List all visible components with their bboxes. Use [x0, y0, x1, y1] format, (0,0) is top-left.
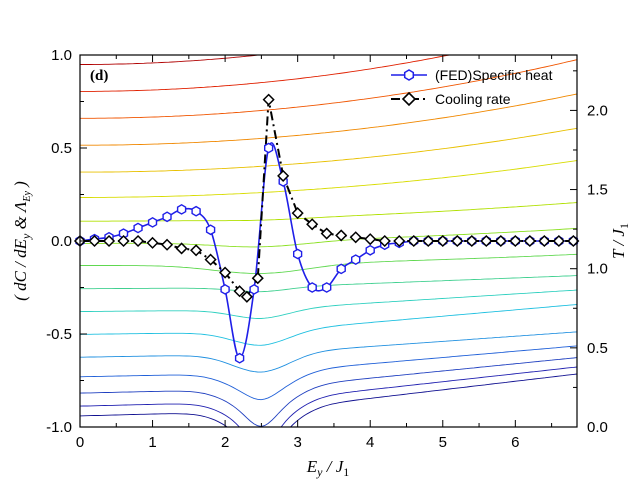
- isotherm-line: [80, 160, 577, 198]
- isotherm-line: [80, 202, 577, 222]
- cooling-rate-point: [335, 229, 348, 242]
- isotherm-line: [80, 59, 577, 119]
- isotherm-line: [80, 289, 577, 319]
- cooling-rate-point: [117, 234, 130, 248]
- y-axis-title: ( dC / dEy & ΛEy ): [11, 181, 33, 301]
- cooling-rate-point: [364, 233, 377, 246]
- isotherm-line: [80, 127, 577, 173]
- x-tick-label: 6: [511, 434, 519, 451]
- cooling-rate-point: [277, 169, 290, 182]
- cooling-rate-point: [233, 285, 246, 298]
- specific-heat-point: [176, 203, 187, 215]
- isotherm-line: [80, 55, 264, 65]
- cooling-rate-point: [393, 234, 406, 248]
- cooling-rate-point: [204, 253, 217, 266]
- isotherm-line: [80, 366, 577, 427]
- specific-heat-point: [234, 352, 245, 364]
- specific-heat-point: [365, 244, 375, 256]
- x-tick-label: 5: [439, 434, 447, 451]
- marker-layer: [73, 93, 580, 364]
- cooling-rate-point: [436, 234, 449, 248]
- y2-axis-title: T / J1: [609, 223, 631, 259]
- cooling-rate-point: [161, 238, 174, 251]
- x-tick-label: 2: [221, 434, 229, 451]
- cooling-rate-point: [240, 290, 253, 303]
- specific-heat-point: [133, 222, 143, 234]
- y2-tick-label: 1.0: [587, 261, 608, 278]
- cooling-rate-point: [407, 234, 420, 248]
- cooling-rate-point: [451, 234, 464, 248]
- specific-heat-point: [264, 142, 274, 154]
- isotherm-line: [80, 331, 577, 373]
- specific-heat-point: [162, 211, 172, 223]
- cooling-rate-point: [320, 227, 333, 240]
- specific-heat-point: [191, 205, 201, 217]
- cooling-rate-point: [422, 234, 435, 248]
- isotherm-line: [80, 357, 577, 427]
- isotherm-layer: [80, 55, 577, 427]
- cooling-rate-point: [349, 231, 362, 244]
- cooling-rate-point: [102, 234, 116, 248]
- cooling-rate-point: [146, 236, 159, 249]
- cooling-rate-point: [538, 234, 551, 248]
- legend-label-specific-heat: (FED)Specific heat: [435, 67, 553, 83]
- specific-heat-point: [336, 263, 346, 275]
- x-axis-title: Ey / J1: [306, 457, 350, 479]
- specific-heat-point: [307, 282, 317, 293]
- cooling-rate-point: [190, 244, 203, 257]
- y-tick-label: 0.0: [51, 233, 72, 250]
- cooling-rate-point: [480, 234, 493, 248]
- isotherm-line: [80, 304, 577, 346]
- y2-tick-label: 2.0: [587, 102, 608, 119]
- cooling-rate-point: [251, 272, 264, 285]
- cooling-rate-point: [378, 234, 391, 248]
- isotherm-line: [80, 93, 577, 146]
- cooling-rate-point: [552, 234, 565, 248]
- y2-tick-label: 0.5: [587, 340, 608, 357]
- cooling-rate-point: [131, 234, 145, 248]
- legend-marker-cooling-rate: [401, 91, 417, 107]
- y2-tick-label: 0.0: [587, 419, 608, 436]
- y-tick-label: 1.0: [51, 47, 72, 64]
- cooling-rate-point: [175, 242, 188, 255]
- x-tick-label: 4: [366, 434, 374, 451]
- cooling-rate-point: [465, 234, 478, 248]
- isotherm-line: [80, 373, 577, 427]
- x-tick-label: 0: [76, 434, 84, 451]
- cooling-rate-point: [523, 234, 536, 248]
- cooling-rate-point: [494, 234, 507, 248]
- cooling-rate-point: [262, 93, 275, 106]
- specific-heat-point: [249, 283, 259, 295]
- isotherm-line: [80, 253, 577, 274]
- isotherm-line: [80, 55, 452, 92]
- cooling-rate-point: [219, 266, 232, 279]
- y-tick-label: -1.0: [46, 419, 72, 436]
- isotherm-line: [80, 345, 577, 401]
- panel-label: (d): [90, 68, 108, 84]
- specific-heat-point: [205, 224, 216, 236]
- cooling-rate-point: [509, 234, 522, 248]
- legend-label-cooling-rate: Cooling rate: [435, 91, 511, 107]
- x-tick-label: 3: [293, 434, 301, 451]
- specific-heat-point: [293, 248, 303, 260]
- cooling-rate-point: [291, 207, 304, 220]
- x-tick-label: 1: [148, 434, 156, 451]
- y-tick-label: 0.5: [51, 140, 72, 157]
- legend-marker-specific-heat: [403, 69, 415, 81]
- cooling-rate-point: [306, 218, 319, 231]
- specific-heat-point: [322, 282, 332, 293]
- legend: (FED)Specific heat Cooling rate: [391, 67, 553, 107]
- specific-heat-point: [220, 283, 230, 295]
- cooling-rate-point: [88, 234, 101, 248]
- specific-heat-point: [147, 216, 158, 228]
- y-tick-label: -0.5: [46, 326, 72, 343]
- tick-layer: 0 1 2 3 4 5 6 -1.0 -0.5 0.0 0.5 1.0 0.0 0.5 1.0 1.5 2.0: [46, 47, 608, 451]
- y2-tick-label: 1.5: [587, 182, 608, 199]
- specific-heat-point: [351, 254, 361, 266]
